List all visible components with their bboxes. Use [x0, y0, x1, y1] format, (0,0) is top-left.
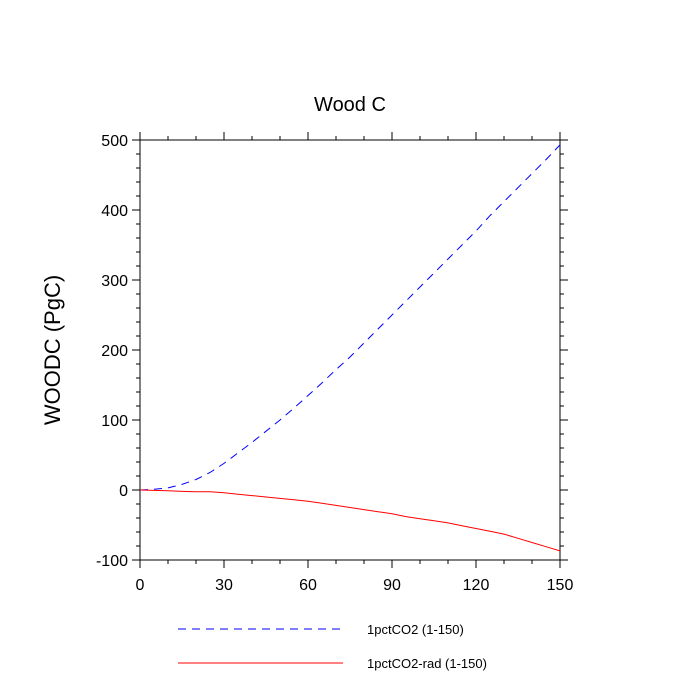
series-lines	[139, 144, 561, 552]
y-tick-label: -100	[96, 553, 128, 570]
y-tick-label: 200	[101, 343, 128, 360]
x-tick-label: 60	[299, 577, 317, 594]
plot-frame	[139, 139, 561, 561]
series-line-1	[139, 489, 561, 552]
chart-title: Wood C	[314, 94, 386, 116]
x-tick-label: 90	[383, 577, 401, 594]
series-line-0	[139, 144, 561, 491]
y-tick-label: 100	[101, 413, 128, 430]
y-axis-label: WOODC (PgC)	[40, 275, 65, 425]
y-tick-label: 500	[101, 133, 128, 150]
x-tick-label: 150	[547, 577, 574, 594]
tick-labels: 0 30 60 90 120 150 -100 0 100 200 300 400 500	[96, 133, 573, 594]
legend-label-0: 1pctCO2 (1-150)	[367, 622, 464, 637]
x-tick-label: 30	[215, 577, 233, 594]
y-tick-label: 300	[101, 273, 128, 290]
x-tick-label: 120	[463, 577, 490, 594]
y-tick-label: 400	[101, 203, 128, 220]
legend-label-1: 1pctCO2-rad (1-150)	[367, 656, 487, 671]
x-tick-label: 0	[136, 577, 145, 594]
legend: 1pctCO2 (1-150) 1pctCO2-rad (1-150)	[178, 622, 487, 671]
y-tick-label: 0	[119, 483, 128, 500]
axis-ticks	[132, 132, 568, 568]
